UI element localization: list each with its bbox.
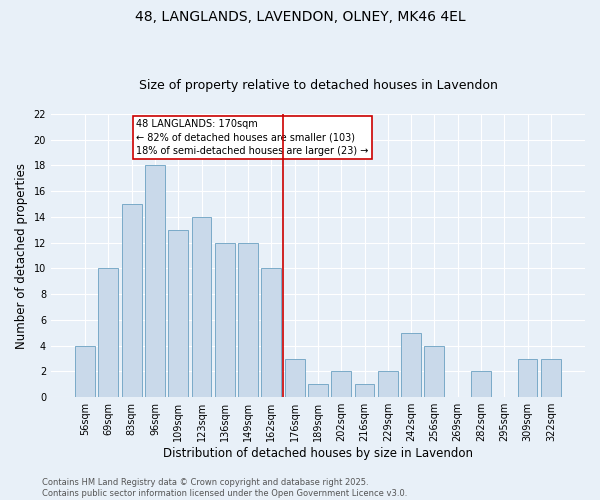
Bar bbox=[145, 166, 165, 397]
Bar bbox=[238, 242, 258, 397]
Bar bbox=[169, 230, 188, 397]
Bar bbox=[215, 242, 235, 397]
Bar bbox=[262, 268, 281, 397]
Bar bbox=[424, 346, 444, 397]
Text: 48 LANGLANDS: 170sqm
← 82% of detached houses are smaller (103)
18% of semi-deta: 48 LANGLANDS: 170sqm ← 82% of detached h… bbox=[136, 119, 368, 156]
Bar bbox=[285, 358, 305, 397]
Bar bbox=[122, 204, 142, 397]
Bar bbox=[331, 372, 351, 397]
Bar bbox=[518, 358, 538, 397]
Bar bbox=[75, 346, 95, 397]
Bar bbox=[471, 372, 491, 397]
Y-axis label: Number of detached properties: Number of detached properties bbox=[15, 162, 28, 348]
Text: Contains HM Land Registry data © Crown copyright and database right 2025.
Contai: Contains HM Land Registry data © Crown c… bbox=[42, 478, 407, 498]
Bar bbox=[98, 268, 118, 397]
Bar bbox=[541, 358, 561, 397]
X-axis label: Distribution of detached houses by size in Lavendon: Distribution of detached houses by size … bbox=[163, 447, 473, 460]
Bar bbox=[401, 333, 421, 397]
Bar bbox=[191, 217, 211, 397]
Bar bbox=[355, 384, 374, 397]
Text: 48, LANGLANDS, LAVENDON, OLNEY, MK46 4EL: 48, LANGLANDS, LAVENDON, OLNEY, MK46 4EL bbox=[134, 10, 466, 24]
Title: Size of property relative to detached houses in Lavendon: Size of property relative to detached ho… bbox=[139, 79, 497, 92]
Bar bbox=[308, 384, 328, 397]
Bar bbox=[378, 372, 398, 397]
